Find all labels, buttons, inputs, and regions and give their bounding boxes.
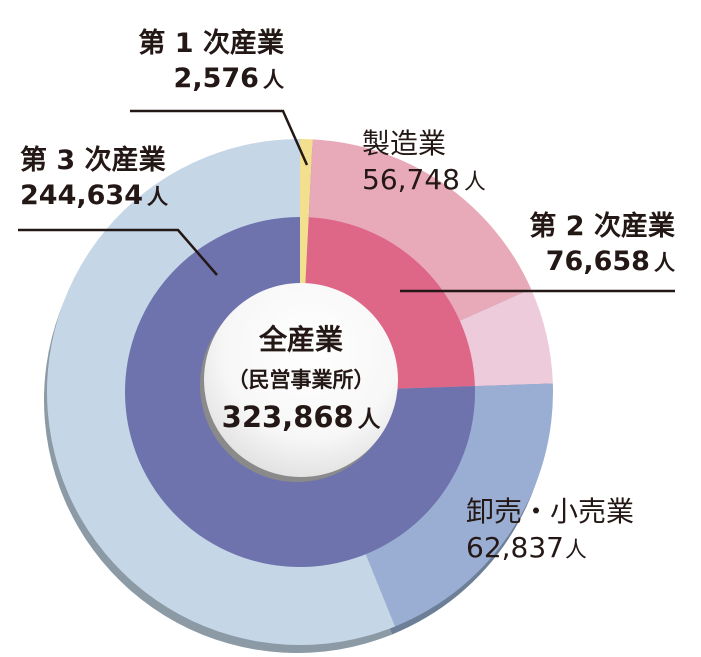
label-wholesale-value-row: 62,837人 <box>466 534 634 562</box>
label-primary-industry: 第 1 次産業 2,576 人 <box>134 30 284 92</box>
label-primary-value-row: 2,576 人 <box>134 65 284 92</box>
label-tertiary-industry: 第 3 次産業 244,634 人 <box>20 147 168 209</box>
label-secondary-name: 第 2 次産業 <box>529 211 675 242</box>
center-title: 全産業 <box>258 323 343 356</box>
center-total-label: 全産業 （民営事業所） 323,868 人 <box>201 318 401 434</box>
label-secondary-unit: 人 <box>653 250 675 275</box>
center-unit: 人 <box>357 407 381 433</box>
label-secondary-industry: 第 2 次産業 76,658 人 <box>510 213 675 275</box>
label-manufacturing-value: 56,748 <box>362 163 460 196</box>
leader-line-primary <box>130 109 309 166</box>
center-value-row: 323,868 人 <box>201 400 401 434</box>
label-manufacturing-unit: 人 <box>463 170 486 195</box>
label-primary-name: 第 1 次産業 <box>138 28 284 59</box>
label-primary-value: 2,576 <box>173 63 259 94</box>
label-tertiary-value: 244,634 <box>20 180 143 211</box>
label-manufacturing-name: 製造業 <box>362 127 447 160</box>
label-tertiary-unit: 人 <box>146 184 169 209</box>
label-wholesale-retail: 卸売・小売業 62,837人 <box>466 498 634 562</box>
center-subtitle: （民営事業所） <box>227 368 375 392</box>
label-wholesale-name: 卸売・小売業 <box>466 495 635 528</box>
label-primary-unit: 人 <box>262 67 284 92</box>
label-secondary-value: 76,658 <box>545 246 650 277</box>
center-disc <box>204 283 398 477</box>
label-tertiary-name: 第 3 次産業 <box>20 145 166 176</box>
leader-lines <box>18 109 675 293</box>
label-tertiary-value-row: 244,634 人 <box>20 182 168 209</box>
label-manufacturing: 製造業 56,748 人 <box>362 130 486 194</box>
leader-line-tertiary <box>18 228 218 276</box>
label-secondary-value-row: 76,658 人 <box>510 248 675 275</box>
label-wholesale-unit: 人 <box>564 538 587 563</box>
label-manufacturing-value-row: 56,748 人 <box>362 166 486 194</box>
center-value: 323,868 <box>221 400 354 434</box>
label-wholesale-value: 62,837 <box>466 531 564 564</box>
